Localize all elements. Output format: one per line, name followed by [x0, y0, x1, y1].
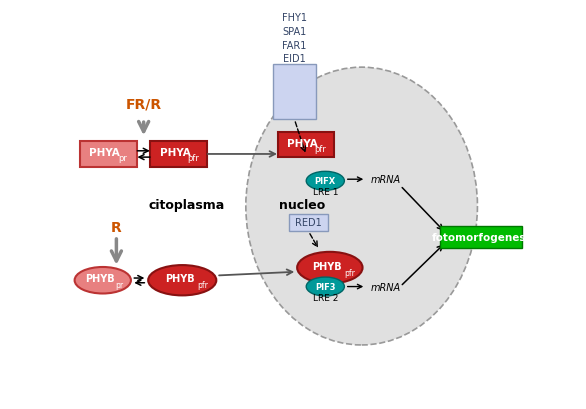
Text: EID1: EID1: [283, 54, 306, 64]
Text: citoplasma: citoplasma: [149, 198, 225, 211]
Text: pr: pr: [118, 154, 128, 163]
Ellipse shape: [297, 252, 363, 284]
Text: pfr: pfr: [315, 144, 326, 153]
Ellipse shape: [74, 267, 131, 294]
Text: FAR1: FAR1: [282, 40, 307, 50]
Text: PHYB: PHYB: [85, 274, 115, 284]
Text: SPA1: SPA1: [282, 27, 307, 37]
Text: mRNA: mRNA: [371, 282, 401, 292]
Text: PHYA: PHYA: [160, 148, 190, 158]
Text: fotomorfogenesi: fotomorfogenesi: [432, 232, 530, 242]
Text: FR/R: FR/R: [125, 97, 162, 111]
Text: LRE 2: LRE 2: [312, 293, 338, 302]
FancyBboxPatch shape: [440, 226, 522, 248]
Text: FHY1: FHY1: [282, 13, 307, 23]
Text: RED1: RED1: [295, 218, 322, 228]
Text: PHYA: PHYA: [287, 139, 318, 148]
FancyBboxPatch shape: [151, 142, 207, 167]
Ellipse shape: [306, 172, 345, 191]
FancyBboxPatch shape: [289, 214, 328, 232]
Text: nucleo: nucleo: [280, 198, 326, 211]
Text: LRE 1: LRE 1: [312, 188, 338, 197]
Text: PHYB: PHYB: [165, 274, 195, 284]
Text: PHYB: PHYB: [312, 261, 342, 271]
FancyBboxPatch shape: [278, 133, 335, 158]
Text: PHYA: PHYA: [90, 148, 120, 158]
Text: pfr: pfr: [344, 268, 355, 277]
FancyBboxPatch shape: [80, 142, 137, 167]
Text: pr: pr: [115, 281, 124, 290]
Ellipse shape: [306, 277, 345, 296]
FancyBboxPatch shape: [273, 65, 316, 120]
Text: pfr: pfr: [197, 281, 208, 290]
Text: PIFX: PIFX: [315, 177, 336, 186]
Text: mRNA: mRNA: [371, 175, 401, 185]
Text: R: R: [111, 220, 122, 234]
Text: pfr: pfr: [188, 154, 199, 163]
Text: PIF3: PIF3: [315, 282, 336, 291]
Ellipse shape: [148, 265, 216, 296]
Ellipse shape: [246, 68, 478, 345]
